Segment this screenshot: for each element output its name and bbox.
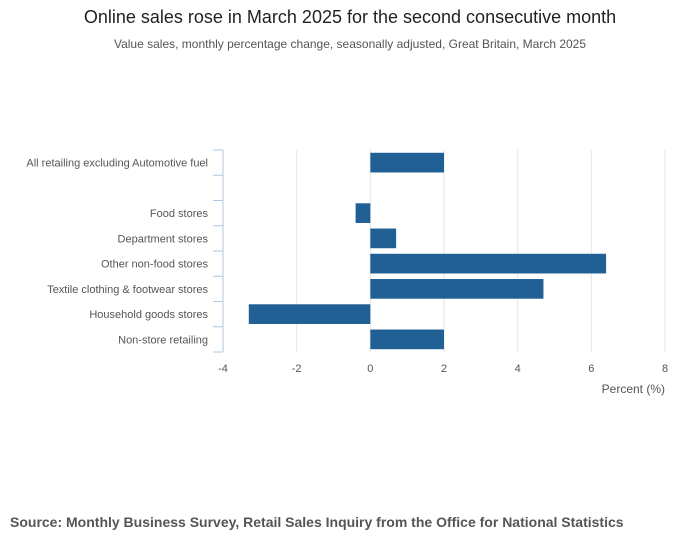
bar xyxy=(355,203,371,223)
x-tick-label: -4 xyxy=(218,363,228,375)
bar xyxy=(370,329,444,350)
x-tick-label: 0 xyxy=(367,363,373,375)
category-label: Department stores xyxy=(118,233,209,245)
bar xyxy=(248,304,371,324)
x-tick-label: 8 xyxy=(662,363,668,375)
category-label: Non-store retailing xyxy=(118,334,208,346)
category-label: Other non-food stores xyxy=(101,259,209,271)
category-label: Household goods stores xyxy=(89,309,208,321)
x-tick-label: -2 xyxy=(292,363,302,375)
bar xyxy=(370,279,544,299)
x-tick-label: 4 xyxy=(515,363,521,375)
category-label: Textile clothing & footwear stores xyxy=(47,284,208,296)
chart-title: Online sales rose in March 2025 for the … xyxy=(83,7,617,27)
x-tick-label: 2 xyxy=(441,363,447,375)
bar xyxy=(370,253,607,274)
chart-subtitle: Value sales, monthly percentage change, … xyxy=(113,37,587,51)
category-label: All retailing excluding Automotive fuel xyxy=(26,158,208,170)
x-axis-title: Percent (%) xyxy=(602,382,665,396)
category-label: Food stores xyxy=(150,208,209,220)
bar xyxy=(370,152,444,173)
source-note: Source: Monthly Business Survey, Retail … xyxy=(10,514,624,530)
x-tick-label: 6 xyxy=(588,363,594,375)
bar xyxy=(370,228,397,249)
